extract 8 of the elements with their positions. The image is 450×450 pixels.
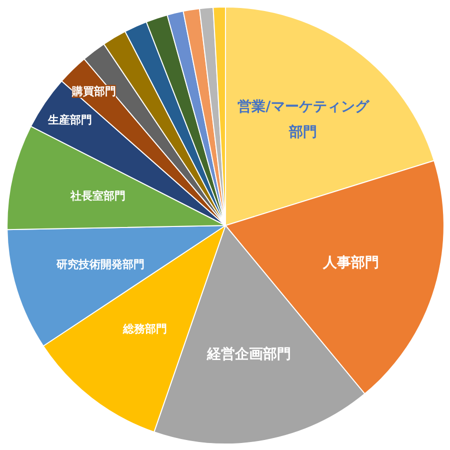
slice-label: 社長室部門: [69, 190, 126, 203]
slice-label: 生産部門: [47, 113, 92, 126]
slice-label: 人事部門: [322, 254, 380, 271]
slice-label: 営業/マーケティング部門: [238, 99, 370, 141]
slice-label: 購買部門: [70, 84, 116, 98]
slice-label: 研究技術開発部門: [55, 258, 144, 271]
slice-label: 総務部門: [122, 322, 168, 336]
slice-label: 経営企画部門: [206, 345, 291, 362]
